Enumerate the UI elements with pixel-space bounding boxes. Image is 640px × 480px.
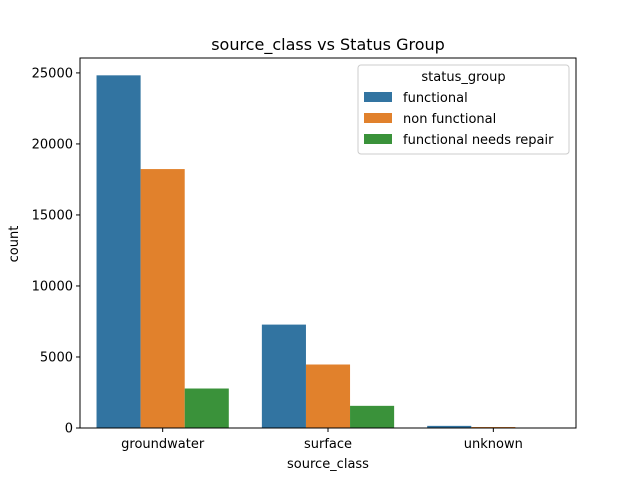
chart-title: source_class vs Status Group [211,35,445,55]
legend: status_group functional non functional func… [357,64,570,155]
x-tick-label: groundwater [121,437,205,452]
bar-functional-unknown [427,425,472,428]
x-tick-label: surface [304,437,352,452]
bar-functional-needs-repair-groundwater [184,388,229,428]
y-tick-label: 15000 [32,208,73,223]
bar-functional-needs-repair-surface [350,405,395,428]
x-axis-label: source_class [287,457,369,472]
y-tick-label: 10000 [32,279,73,294]
axes-layer: 0 5000 10000 15000 20000 25000 groundwater surf… [32,57,577,452]
bar-non-functional-surface [305,364,351,428]
bar-functional-surface [261,324,306,428]
y-tick-label: 0 [65,422,73,437]
legend-label: functional [403,91,468,106]
y-axis-label: count [7,226,22,263]
legend-title: status_group [421,70,505,85]
x-tick-label: unknown [464,437,523,452]
y-tick-label: 20000 [32,137,73,152]
legend-swatch [364,92,392,102]
legend-box [357,64,570,155]
y-tick-label: 25000 [32,66,73,81]
y-tick-label: 5000 [40,350,73,365]
bar-non-functional-groundwater [140,169,185,428]
legend-swatch [364,113,392,123]
legend-label: functional needs repair [403,133,554,148]
bar-functional-groundwater [96,75,141,428]
legend-label: non functional [403,112,496,127]
legend-swatch [364,134,392,144]
